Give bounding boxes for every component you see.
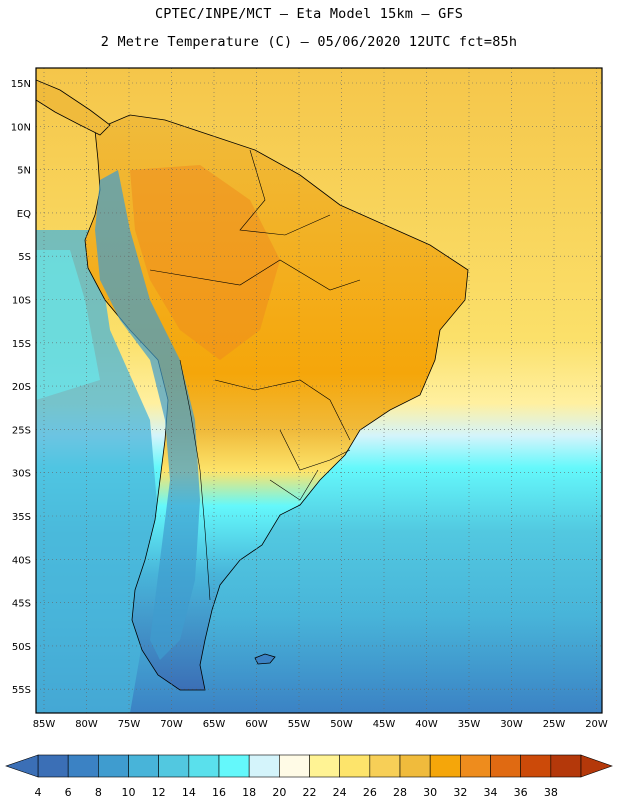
lat-label: 10N <box>11 122 31 133</box>
lat-label: 5S <box>18 252 31 263</box>
colorbar-swatch <box>98 754 129 778</box>
colorbar-tick-label: 20 <box>272 786 286 799</box>
lat-label: 5N <box>17 166 31 177</box>
colorbar-tick-label: 34 <box>484 786 498 799</box>
colorbar-swatch <box>399 754 431 778</box>
colorbar-tick-label: 36 <box>514 786 528 799</box>
colorbar-swatch <box>309 754 340 778</box>
lat-label: 40S <box>12 555 31 566</box>
colorbar-swatch <box>279 754 310 778</box>
lon-label: 50W <box>330 719 353 730</box>
colorbar-tick-label: 8 <box>95 786 102 799</box>
temperature-field <box>36 68 602 713</box>
lon-label: 45W <box>373 719 396 730</box>
colorbar-swatch <box>429 754 461 778</box>
lon-label: 20W <box>585 719 608 730</box>
lon-label: 55W <box>288 719 311 730</box>
lon-label: 60W <box>245 719 268 730</box>
colorbar-tick-label: 28 <box>393 786 407 799</box>
colorbar-tick-label: 24 <box>333 786 347 799</box>
lon-label: 85W <box>33 719 56 730</box>
lat-label: 25S <box>12 425 31 436</box>
lon-label: 35W <box>458 719 481 730</box>
colorbar: 4 6 8 10 12 14 16 18 20 22 24 26 28 30 32 34 36 38 <box>5 754 613 799</box>
lat-label: 20S <box>12 382 31 393</box>
colorbar-swatch <box>369 754 401 778</box>
lon-label: 25W <box>543 719 566 730</box>
title-line-1: CPTEC/INPE/MCT – Eta Model 15km – GFS <box>154 6 464 22</box>
lat-label: 45S <box>12 599 31 610</box>
colorbar-swatch <box>128 754 159 778</box>
colorbar-arrow-left <box>5 754 39 778</box>
lon-label: 40W <box>415 719 438 730</box>
lon-label: 70W <box>160 719 183 730</box>
colorbar-tick-label: 12 <box>152 786 166 799</box>
colorbar-tick-label: 16 <box>212 786 226 799</box>
lat-label: 10S <box>12 296 31 307</box>
colorbar-tick-label: 38 <box>544 786 558 799</box>
colorbar-swatch <box>158 754 190 778</box>
pacific-current-band <box>36 250 100 400</box>
longitude-labels: 85W 80W 75W 70W 65W 60W 55W 50W 45W 40W 35W 30W 25W 2… <box>33 719 608 730</box>
colorbar-swatch <box>490 754 521 778</box>
colorbar-tick-label: 10 <box>122 786 136 799</box>
colorbar-swatch <box>67 754 99 778</box>
lat-label: 15S <box>12 339 31 350</box>
colorbar-swatch <box>520 754 552 778</box>
lat-label: 15N <box>11 79 31 90</box>
colorbar-tick-label: 18 <box>242 786 256 799</box>
lon-label: 75W <box>118 719 141 730</box>
central-america-land <box>36 79 111 136</box>
falkland-islands <box>254 653 276 665</box>
colorbar-tick-label: 30 <box>423 786 437 799</box>
colorbar-tick-label: 22 <box>303 786 317 799</box>
colorbar-tick-label: 26 <box>363 786 377 799</box>
lon-label: 30W <box>500 719 523 730</box>
lon-label: 65W <box>203 719 226 730</box>
latitude-labels: 15N 10N 5N EQ 5S 10S 15S 20S 25S 30S 35S 40S 45S 50S 5… <box>11 79 31 696</box>
lon-label: 80W <box>75 719 98 730</box>
colorbar-swatch <box>460 754 491 778</box>
colorbar-tick-label: 14 <box>182 786 196 799</box>
colorbar-swatch <box>188 754 220 778</box>
colorbar-swatch <box>550 754 582 778</box>
lat-label: 35S <box>12 512 31 523</box>
map-border <box>35 67 603 714</box>
andes-cool-strip <box>95 170 200 660</box>
lat-label: 55S <box>12 685 31 696</box>
colorbar-swatch <box>248 754 280 778</box>
amazon-hot-core <box>130 165 280 360</box>
colorbar-swatch <box>218 754 250 778</box>
colorbar-swatch <box>37 754 69 778</box>
lat-label: 30S <box>12 469 31 480</box>
lat-label: 50S <box>12 642 31 653</box>
colorbar-tick-label: 32 <box>453 786 467 799</box>
colorbar-tick-label: 6 <box>65 786 72 799</box>
title-line-2: 2 Metre Temperature (C) – 05/06/2020 12U… <box>100 34 518 50</box>
colorbar-swatch <box>339 754 371 778</box>
colorbar-arrow-right <box>580 754 613 778</box>
colorbar-tick-label: 4 <box>35 786 42 799</box>
country-borders <box>149 149 361 601</box>
lat-label: EQ <box>17 209 31 220</box>
